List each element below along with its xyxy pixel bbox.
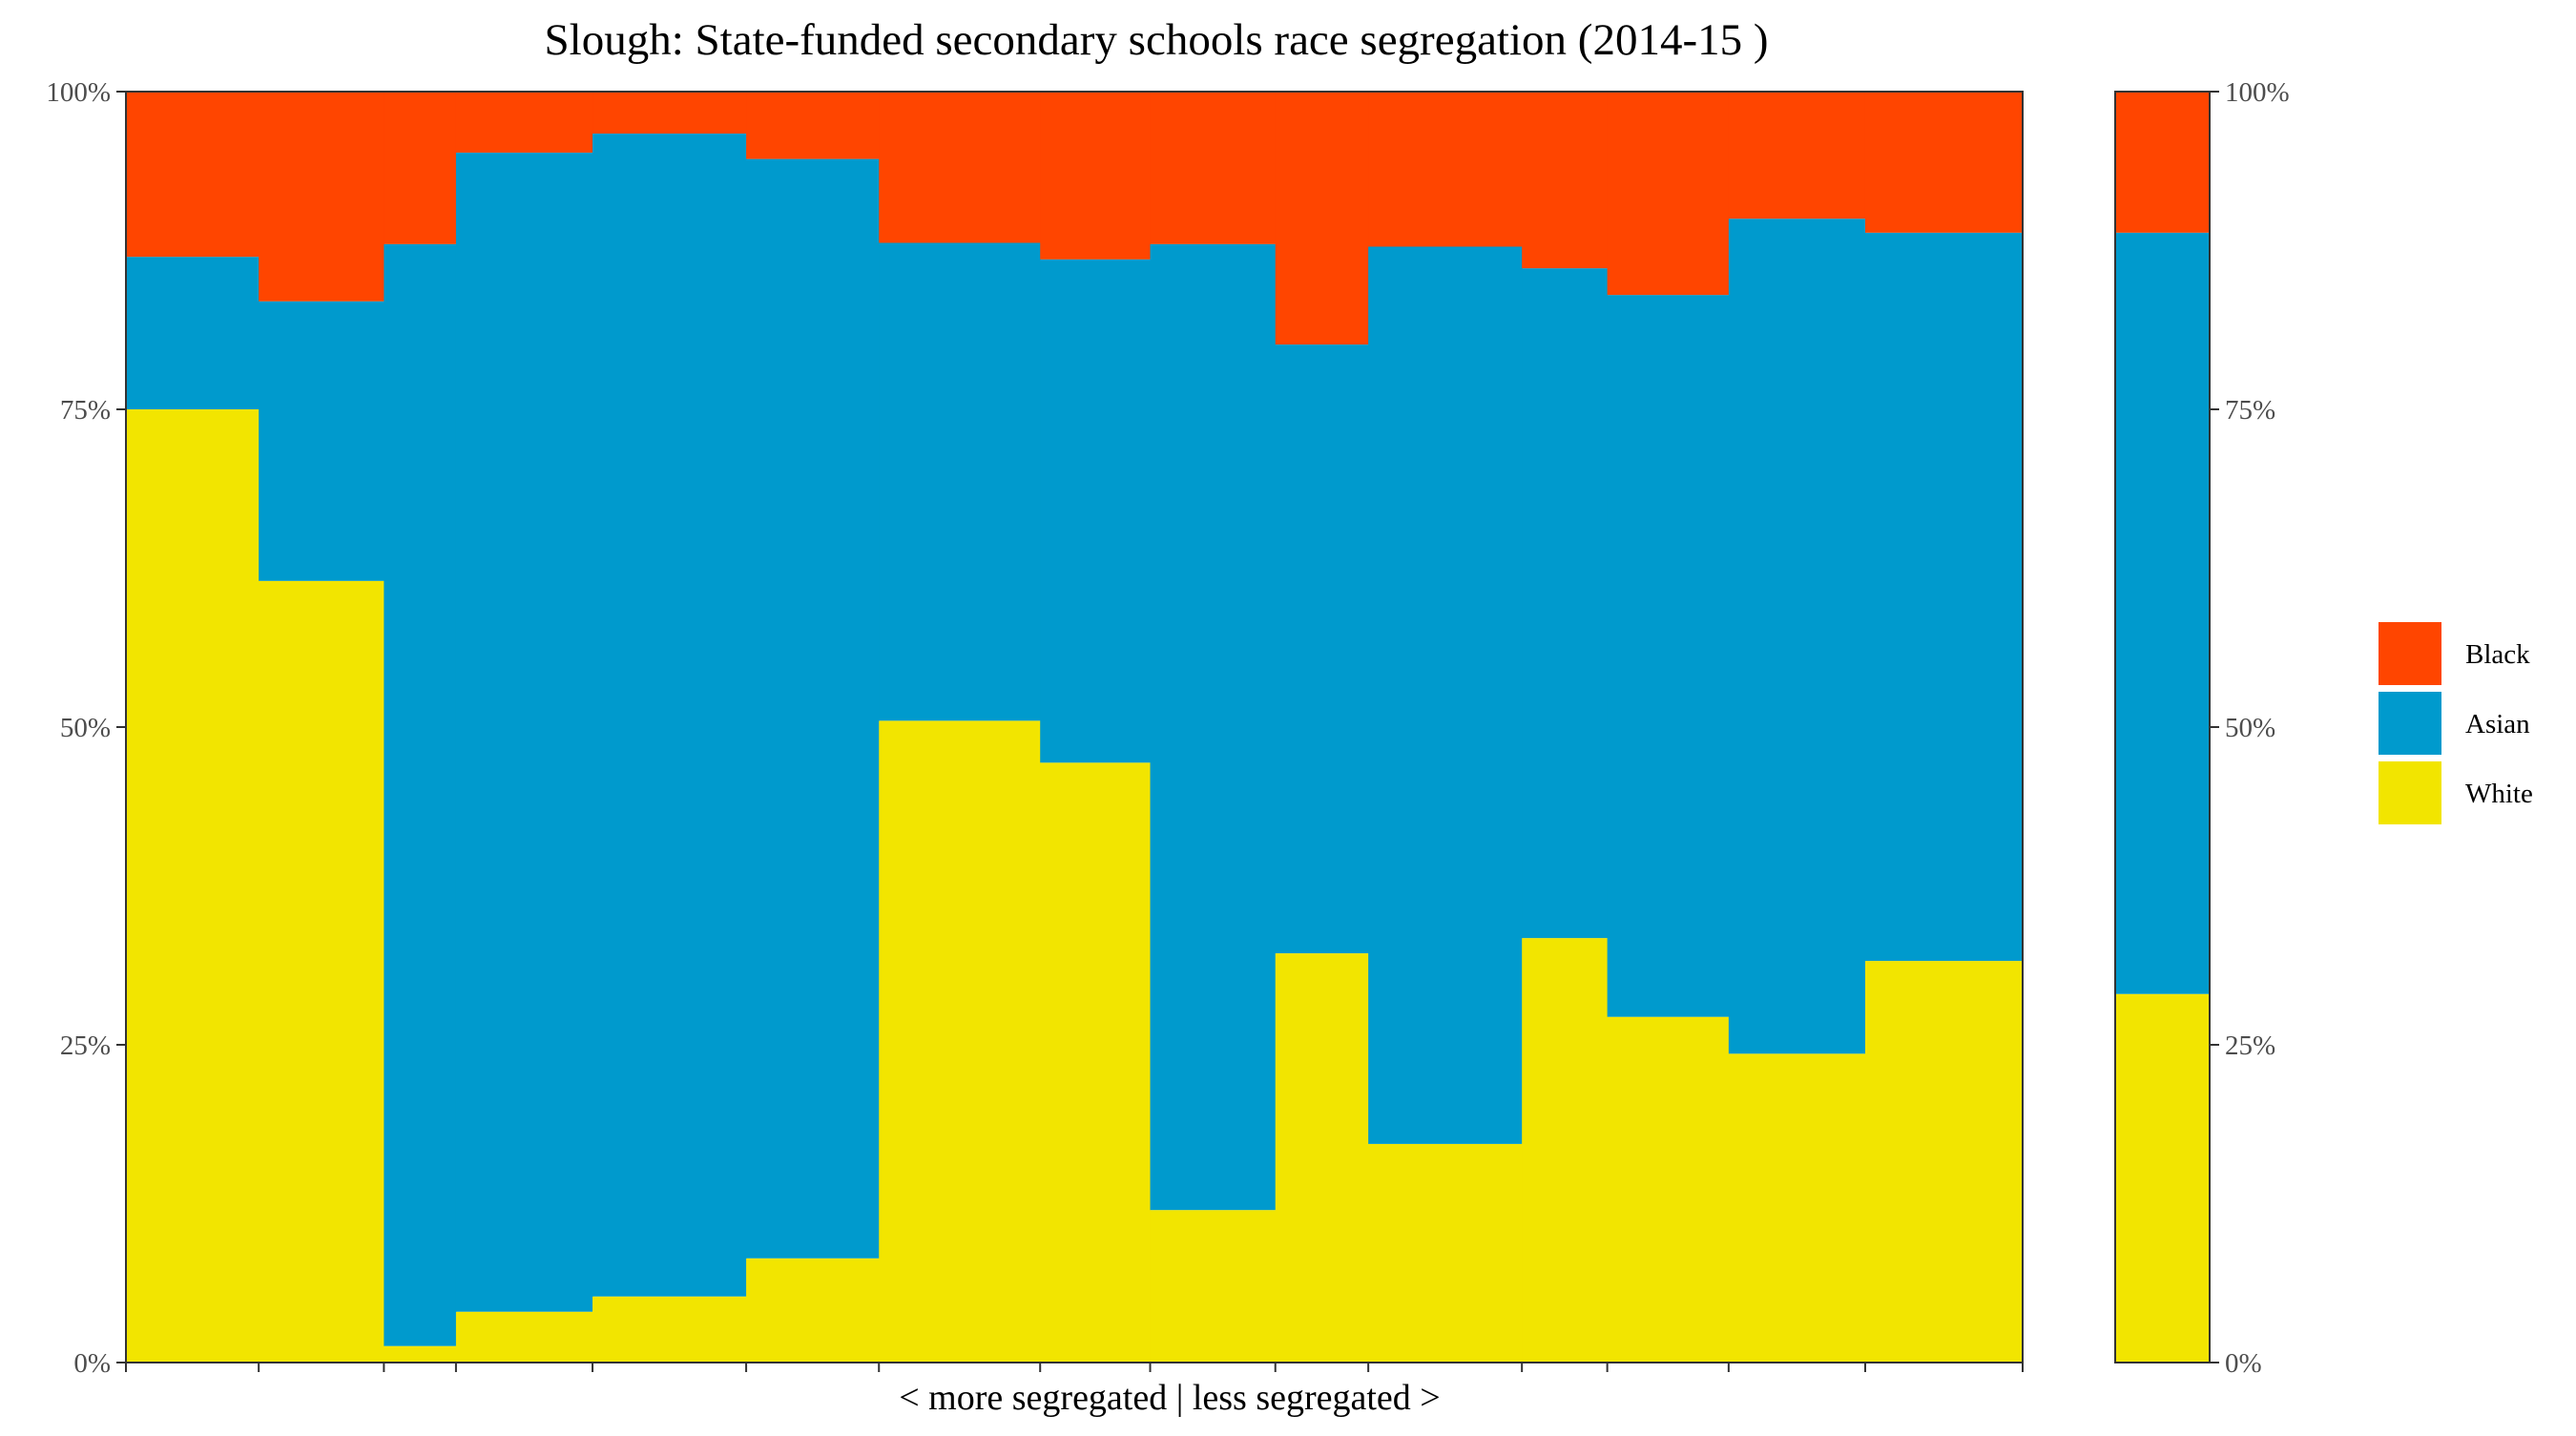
bar-segment-black xyxy=(2115,92,2210,233)
axes-layer: 0% 0% 25% 25% 50% 50% 75% 75% 100% 100% xyxy=(46,77,2289,1379)
school-bar xyxy=(746,92,880,1363)
bar-segment-asian xyxy=(592,133,747,1297)
bar-segment-asian xyxy=(1040,259,1152,763)
bar-segment-asian xyxy=(384,243,457,1346)
bar-segment-white xyxy=(1040,762,1152,1363)
school-bar xyxy=(455,92,593,1363)
school-bar xyxy=(1368,92,1523,1363)
bar-segment-asian xyxy=(746,158,880,1259)
bar-segment-asian xyxy=(2115,232,2210,994)
bar-segment-white xyxy=(1607,1016,1730,1363)
bar-segment-white xyxy=(126,409,260,1363)
legend-key xyxy=(2379,622,2441,685)
bar-segment-white xyxy=(1275,953,1369,1363)
bar-segment-black xyxy=(1607,92,1730,296)
bar-segment-asian xyxy=(1522,268,1609,939)
bar-segment-black xyxy=(126,92,260,258)
school-bar xyxy=(1522,92,1609,1363)
bar-segment-white xyxy=(259,580,384,1363)
bar-segment-black xyxy=(1150,92,1277,244)
y-tick-label-right: 100% xyxy=(2225,77,2290,108)
bar-segment-white xyxy=(1150,1210,1277,1363)
bar-segment-white xyxy=(592,1296,747,1363)
legend-label: Asian xyxy=(2465,709,2530,739)
y-tick-label-right: 75% xyxy=(2225,395,2275,426)
bar-segment-white xyxy=(746,1258,880,1363)
bar-segment-asian xyxy=(259,301,384,581)
chart-title: Slough: State-funded secondary schools r… xyxy=(545,15,1769,65)
bar-segment-white xyxy=(384,1345,457,1363)
legend-item: Asian xyxy=(2379,692,2530,755)
bar-segment-black xyxy=(455,92,593,153)
bar-segment-asian xyxy=(1607,295,1730,1017)
y-tick-label-left: 100% xyxy=(46,77,111,108)
y-tick-label-right: 25% xyxy=(2225,1030,2275,1061)
legend-key xyxy=(2379,761,2441,824)
legend-label: White xyxy=(2465,779,2533,809)
school-bar xyxy=(1275,92,1369,1363)
bar-segment-black xyxy=(879,92,1041,243)
school-bar xyxy=(384,92,457,1363)
y-tick-label-left: 50% xyxy=(60,713,111,743)
bar-segment-black xyxy=(384,92,457,244)
bar-segment-white xyxy=(1864,961,2024,1363)
legend-key xyxy=(2379,692,2441,755)
bar-segment-asian xyxy=(1275,344,1369,954)
bar-segment-black xyxy=(1275,92,1369,345)
school-bar xyxy=(126,92,260,1363)
bar-segment-black xyxy=(1368,92,1523,247)
school-bar xyxy=(1607,92,1730,1363)
legend-label: Black xyxy=(2465,639,2530,670)
y-tick-label-right: 0% xyxy=(2225,1348,2262,1379)
overall-bar xyxy=(2115,92,2210,1363)
bar-segment-black xyxy=(259,92,384,302)
bar-segment-white xyxy=(2115,993,2210,1363)
bar-segment-asian xyxy=(126,257,260,409)
bar-segment-white xyxy=(1522,938,1609,1363)
bar-segment-asian xyxy=(1150,243,1277,1211)
y-tick-label-left: 0% xyxy=(73,1348,111,1379)
bar-segment-asian xyxy=(455,152,593,1312)
bar-segment-asian xyxy=(879,242,1041,721)
school-bar xyxy=(1728,92,1866,1363)
bar-segment-asian xyxy=(1728,219,1866,1054)
legend-item: White xyxy=(2379,761,2533,824)
school-bar xyxy=(592,92,747,1363)
bar-segment-black xyxy=(1728,92,1866,219)
legend: Black Asian White xyxy=(2379,622,2533,824)
bar-segment-asian xyxy=(1864,232,2024,962)
bar-segment-asian xyxy=(1368,246,1523,1144)
bar-segment-white xyxy=(1728,1053,1866,1363)
bar-segment-black xyxy=(1040,92,1152,260)
y-tick-label-left: 25% xyxy=(60,1030,111,1061)
bar-segment-white xyxy=(1368,1143,1523,1363)
school-bar xyxy=(879,92,1041,1363)
bar-segment-black xyxy=(1522,92,1609,269)
bars-layer xyxy=(126,92,2210,1363)
legend-item: Black xyxy=(2379,622,2530,685)
x-axis-label: < more segregated | less segregated > xyxy=(899,1378,1440,1418)
bar-segment-white xyxy=(455,1311,593,1363)
school-bar xyxy=(259,92,384,1363)
bar-segment-black xyxy=(592,92,747,134)
school-bar xyxy=(1040,92,1152,1363)
y-tick-label-left: 75% xyxy=(60,395,111,426)
bar-segment-black xyxy=(1864,92,2024,233)
school-bar xyxy=(1864,92,2024,1363)
y-tick-label-right: 50% xyxy=(2225,713,2275,743)
school-bar xyxy=(1150,92,1277,1363)
bar-segment-white xyxy=(879,720,1041,1363)
bar-segment-black xyxy=(746,92,880,159)
